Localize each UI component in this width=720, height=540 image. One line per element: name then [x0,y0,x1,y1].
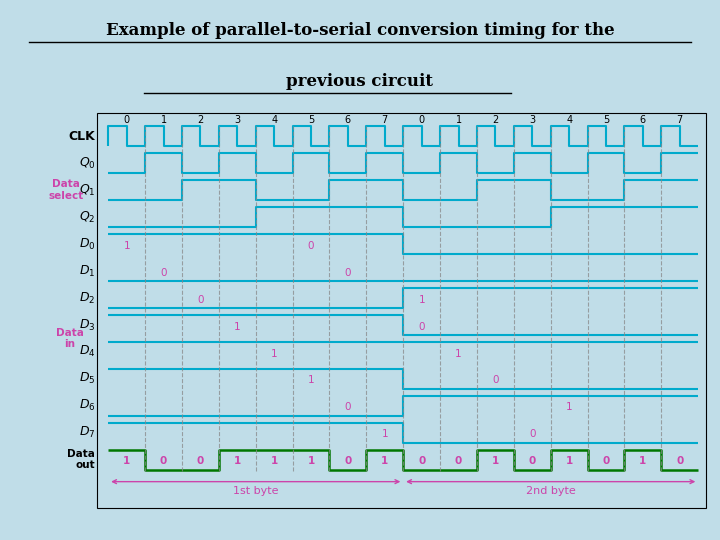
Text: 0: 0 [308,241,315,251]
Text: previous circuit: previous circuit [287,72,433,90]
Text: 1: 1 [381,456,388,467]
Text: 0: 0 [492,375,499,386]
Text: Example of parallel-to-serial conversion timing for the: Example of parallel-to-serial conversion… [106,22,614,39]
Text: $D_5$: $D_5$ [79,372,95,387]
Text: 0: 0 [529,429,536,440]
Text: 0: 0 [344,456,351,467]
Text: Data
out: Data out [68,449,95,470]
Text: $D_4$: $D_4$ [78,345,95,360]
Text: $D_7$: $D_7$ [79,425,95,440]
Text: 1: 1 [234,456,241,467]
Text: 6: 6 [345,116,351,125]
Text: 3: 3 [529,116,536,125]
Text: 4: 4 [271,116,277,125]
Text: $Q_0$: $Q_0$ [78,156,95,171]
Text: 1: 1 [271,348,277,359]
Text: 0: 0 [603,456,610,467]
Text: 5: 5 [603,116,609,125]
Text: $D_1$: $D_1$ [79,264,95,279]
Text: 0: 0 [418,456,426,467]
Text: 2nd byte: 2nd byte [526,485,575,496]
Text: CLK: CLK [68,130,95,143]
Text: 1: 1 [271,456,278,467]
Text: 1: 1 [639,456,647,467]
Text: 0: 0 [676,456,683,467]
Text: 0: 0 [161,268,167,278]
Text: 6: 6 [640,116,646,125]
Text: 7: 7 [677,116,683,125]
Text: 0: 0 [418,116,425,125]
Text: $D_2$: $D_2$ [79,291,95,306]
Text: 0: 0 [197,295,204,305]
Text: 0: 0 [455,456,462,467]
Text: 1: 1 [234,321,240,332]
Text: 1: 1 [456,116,462,125]
Text: 1: 1 [418,295,425,305]
Text: 5: 5 [308,116,314,125]
Text: 0: 0 [345,402,351,413]
Text: 1: 1 [123,456,130,467]
Text: 0: 0 [197,456,204,467]
Text: Data
in: Data in [55,328,84,349]
Text: $D_3$: $D_3$ [79,318,95,333]
Text: 1: 1 [307,456,315,467]
Text: 0: 0 [160,456,167,467]
Text: 1: 1 [382,429,388,440]
Text: 1: 1 [123,241,130,251]
Text: 3: 3 [234,116,240,125]
Text: 1st byte: 1st byte [233,485,279,496]
Text: 7: 7 [382,116,388,125]
Text: $Q_1$: $Q_1$ [78,183,95,198]
Text: Data
select: Data select [48,179,84,201]
Text: 4: 4 [566,116,572,125]
Text: 1: 1 [161,116,166,125]
Text: 0: 0 [124,116,130,125]
Text: 0: 0 [528,456,536,467]
Text: 2: 2 [492,116,498,125]
Text: 1: 1 [455,348,462,359]
Text: 2: 2 [197,116,204,125]
Text: 1: 1 [492,456,499,467]
Text: 1: 1 [307,375,315,386]
Text: 1: 1 [566,402,572,413]
Text: 0: 0 [418,321,425,332]
Text: 1: 1 [565,456,573,467]
Text: $D_0$: $D_0$ [78,237,95,252]
Text: $Q_2$: $Q_2$ [79,210,95,225]
Text: 0: 0 [345,268,351,278]
Text: $D_6$: $D_6$ [78,399,95,413]
